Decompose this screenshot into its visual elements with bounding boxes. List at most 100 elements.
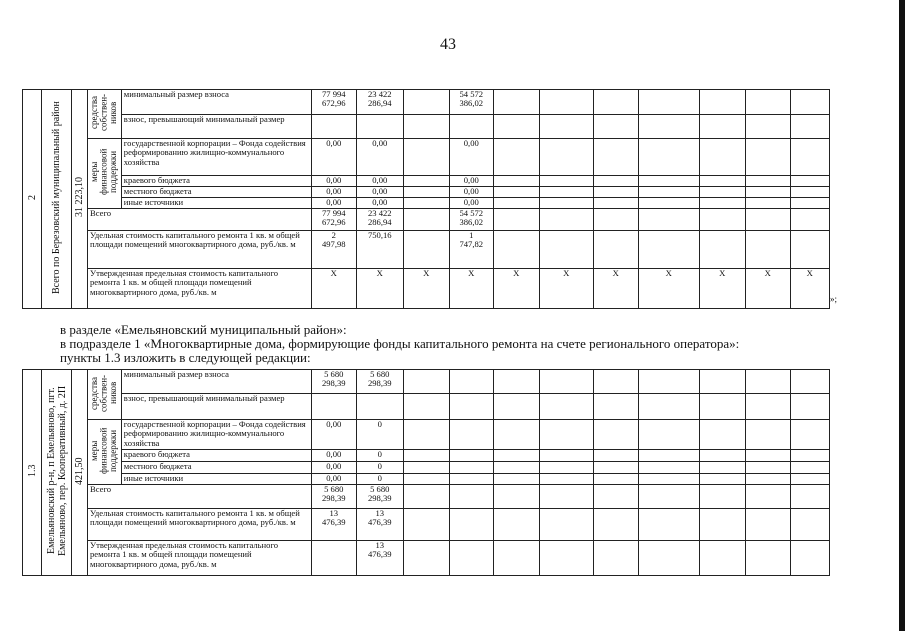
value-cell xyxy=(789,114,830,139)
value-cell xyxy=(492,230,540,269)
value-cell xyxy=(402,197,450,209)
value-cell xyxy=(448,419,494,450)
value-cell xyxy=(402,138,450,176)
paragraph-instruction: пункты 1.3 изложить в следующей редакции… xyxy=(60,350,311,365)
value-cell xyxy=(402,508,450,541)
value-cell xyxy=(698,473,746,485)
value-cell xyxy=(744,89,791,115)
table-row: местного бюджета 0,00 0,00 0,00 xyxy=(23,186,830,198)
value-cell xyxy=(538,138,594,176)
value-cell: 2 497,98 xyxy=(310,230,357,269)
value-cell xyxy=(744,419,791,450)
value-cell xyxy=(355,393,404,420)
paragraph-section: в разделе «Емельяновский муниципальный р… xyxy=(60,322,347,337)
table-row: краевого бюджета 0,00 0 xyxy=(23,449,830,462)
value-cell xyxy=(789,138,830,176)
value-cell xyxy=(789,473,830,485)
value-cell: 0,00 xyxy=(310,197,357,209)
value-cell xyxy=(402,393,450,420)
table-row: Утвержденная предельная стоимость капита… xyxy=(23,540,830,576)
value-cell xyxy=(592,89,639,115)
table-row: 2 Всего по Березовский муниципальный райо… xyxy=(22,89,830,309)
value-cell xyxy=(789,484,830,509)
value-cell xyxy=(492,369,540,394)
value-cell xyxy=(744,369,791,394)
value-cell xyxy=(698,508,746,541)
value-cell xyxy=(448,484,494,509)
table-berezovsky-total: 2 Всего по Березовский муниципальный райо… xyxy=(22,89,830,309)
value-cell xyxy=(538,540,594,576)
row-label: краевого бюджета xyxy=(120,449,312,462)
value-cell xyxy=(492,449,540,462)
value-cell xyxy=(538,393,594,420)
value-cell xyxy=(310,540,357,576)
row-label: Удельная стоимость капитального ремонта … xyxy=(87,230,312,269)
value-cell: 0,00 xyxy=(448,197,494,209)
value-cell xyxy=(698,419,746,450)
table-item-1-3: 1.3 Емельяновский р-н, п Емельяново, пгт.… xyxy=(22,369,830,576)
value-cell xyxy=(492,208,540,231)
value-cell xyxy=(492,508,540,541)
value-cell: 0,00 xyxy=(310,461,357,474)
value-cell xyxy=(538,230,594,269)
value-cell xyxy=(744,197,791,209)
value-cell xyxy=(637,186,700,198)
table-row: иные источники 0,00 0,00 0,00 xyxy=(23,197,830,209)
value-cell xyxy=(698,540,746,576)
row-label: государственной корпорации – Фонда содей… xyxy=(120,419,312,450)
value-cell xyxy=(744,484,791,509)
value-cell xyxy=(698,449,746,462)
row-label: Всего xyxy=(87,484,312,509)
table-row: Утвержденная предельная стоимость капита… xyxy=(23,268,830,309)
value-cell: 54 572 386,02 xyxy=(448,208,494,231)
value-cell: 0,00 xyxy=(355,186,404,198)
table-row: 1.3 Емельяновский р-н, п Емельяново, пгт.… xyxy=(22,369,830,576)
value-cell xyxy=(698,138,746,176)
value-cell xyxy=(492,393,540,420)
table-row: взнос, превышающий минимальный размер xyxy=(23,393,830,420)
value-cell xyxy=(538,461,594,474)
value-cell xyxy=(698,197,746,209)
value-cell xyxy=(592,393,639,420)
closing-quote: »; xyxy=(830,294,838,304)
value-cell xyxy=(744,461,791,474)
value-cell: X xyxy=(402,268,450,309)
value-cell: X xyxy=(637,268,700,309)
value-cell: 0,00 xyxy=(355,138,404,176)
table-row: иные источники 0,00 0 xyxy=(23,473,830,485)
value-cell xyxy=(637,461,700,474)
value-cell xyxy=(789,369,830,394)
value-cell: 13 476,39 xyxy=(355,508,404,541)
value-cell xyxy=(448,393,494,420)
value-cell xyxy=(637,473,700,485)
value-cell: 0 xyxy=(355,419,404,450)
value-cell: X xyxy=(448,268,494,309)
row-number: 1.3 xyxy=(22,369,42,576)
value-cell: X xyxy=(744,268,791,309)
paragraph-subsection: в подразделе 1 «Многоквартирные дома, фо… xyxy=(60,336,740,351)
value-cell xyxy=(492,540,540,576)
value-cell xyxy=(637,138,700,176)
value-cell xyxy=(592,540,639,576)
value-cell xyxy=(492,114,540,139)
value-cell: 0,00 xyxy=(310,419,357,450)
row-label: Всего xyxy=(87,208,312,231)
value-cell: X xyxy=(492,268,540,309)
object-name-text: Всего по Березовский муниципальный район xyxy=(51,101,62,294)
value-cell: 750,16 xyxy=(355,230,404,269)
value-cell xyxy=(448,473,494,485)
value-cell xyxy=(355,114,404,139)
group-financial-support: меры финансовой поддержки xyxy=(87,419,122,485)
value-cell: X xyxy=(355,268,404,309)
value-cell xyxy=(402,461,450,474)
value-cell xyxy=(492,473,540,485)
value-cell: 77 994 672,96 xyxy=(310,89,357,115)
value-cell: X xyxy=(789,268,830,309)
value-cell xyxy=(492,186,540,198)
value-cell: X xyxy=(698,268,746,309)
value-cell xyxy=(448,461,494,474)
value-cell xyxy=(538,419,594,450)
total-area-text: 421,50 xyxy=(74,457,85,485)
value-cell xyxy=(592,175,639,187)
value-cell xyxy=(744,393,791,420)
